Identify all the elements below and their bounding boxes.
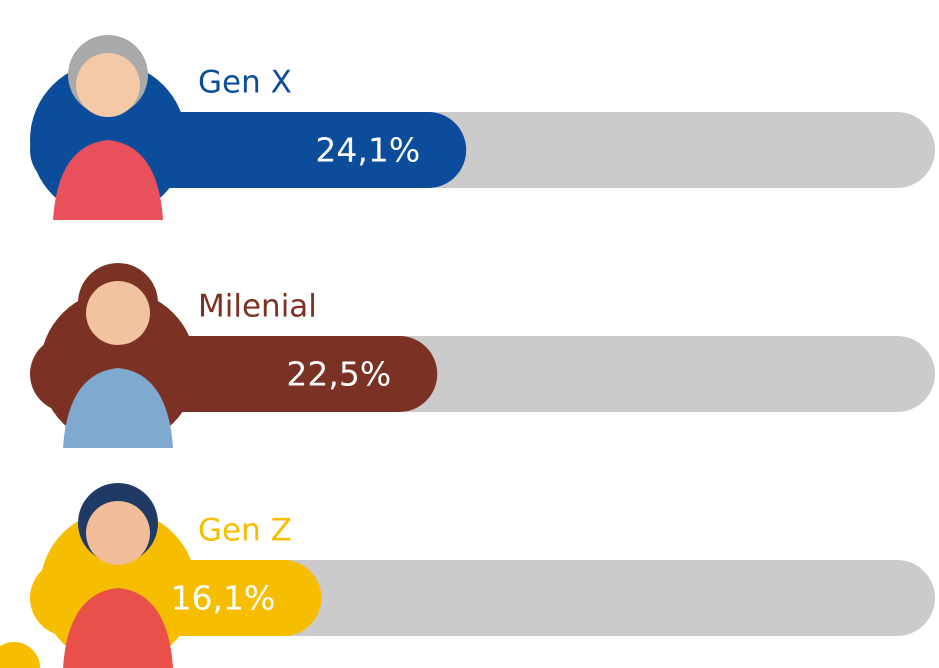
page: Gen X24,1%Milenial22,5%Gen Z16,1% (() =>…: [0, 0, 939, 668]
category-label: Gen Z: [198, 513, 292, 549]
value-label: 16,1%: [171, 579, 276, 618]
category-label: Milenial: [198, 289, 317, 325]
category-label: Gen X: [198, 65, 292, 101]
value-label: 22,5%: [286, 355, 391, 394]
value-label: 24,1%: [315, 131, 420, 170]
avatar-face: [76, 53, 140, 117]
avatar-face: [86, 281, 150, 345]
decoration: [0, 642, 40, 668]
chart: Gen X 24,1% Milenial 22,5% Gen Z 16,1%: [0, 0, 939, 668]
avatar-face: [86, 501, 150, 565]
